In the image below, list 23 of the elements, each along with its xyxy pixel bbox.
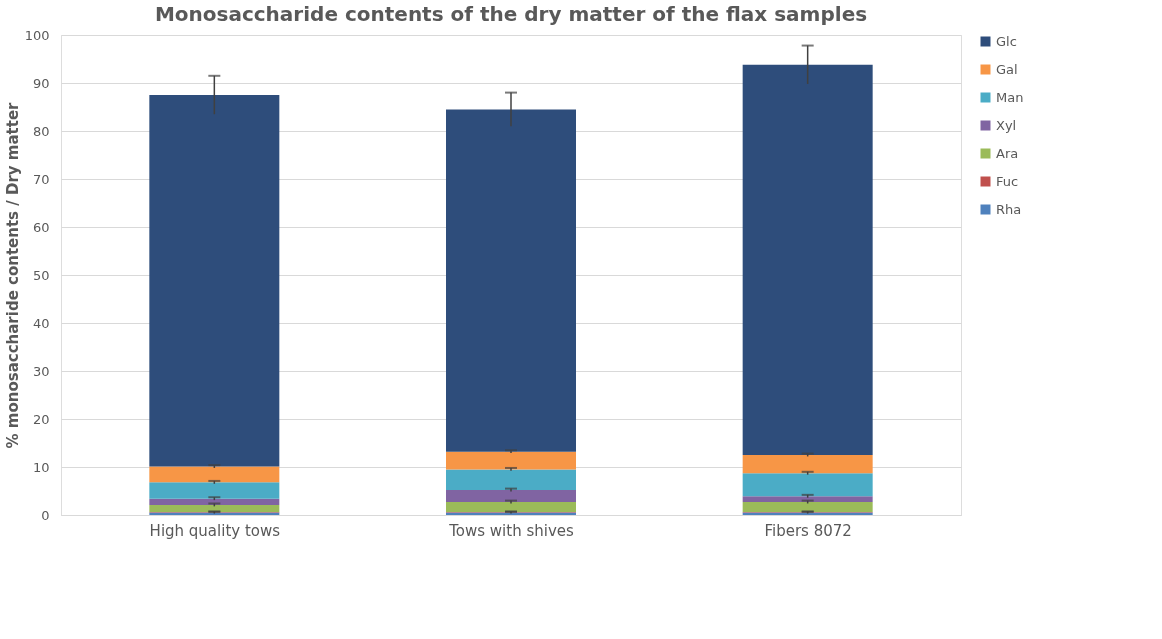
y-axis-title: % monosaccharide contents / Dry matter (3, 101, 22, 449)
y-tick-label: 50 (32, 267, 50, 283)
y-tick-label: 90 (32, 75, 50, 91)
chart-title: Monosaccharide contents of the dry matter of the flax samples (154, 2, 868, 26)
y-tick-label: 80 (32, 123, 50, 139)
legend-label: Glc (996, 33, 1017, 49)
legend-label: Man (996, 89, 1024, 105)
x-tick-label: Tows with shives (448, 521, 574, 540)
y-tick-label: 30 (32, 363, 50, 379)
legend-label: Gal (996, 61, 1018, 77)
y-tick-label: 40 (32, 315, 50, 331)
y-tick-label: 70 (32, 171, 50, 187)
x-tick-label: Fibers 8072 (764, 521, 852, 540)
y-tick-label: 60 (32, 219, 50, 235)
legend-label: Xyl (996, 117, 1017, 133)
y-tick-label: 100 (24, 27, 50, 43)
legend-label: Ara (996, 145, 1019, 161)
legend-label: Fuc (996, 173, 1019, 189)
y-tick-label: 10 (32, 459, 50, 475)
legend-label: Rha (996, 201, 1022, 217)
y-tick-label: 0 (41, 507, 50, 523)
y-tick-label: 20 (32, 411, 50, 427)
x-tick-label: High quality tows (149, 521, 281, 540)
